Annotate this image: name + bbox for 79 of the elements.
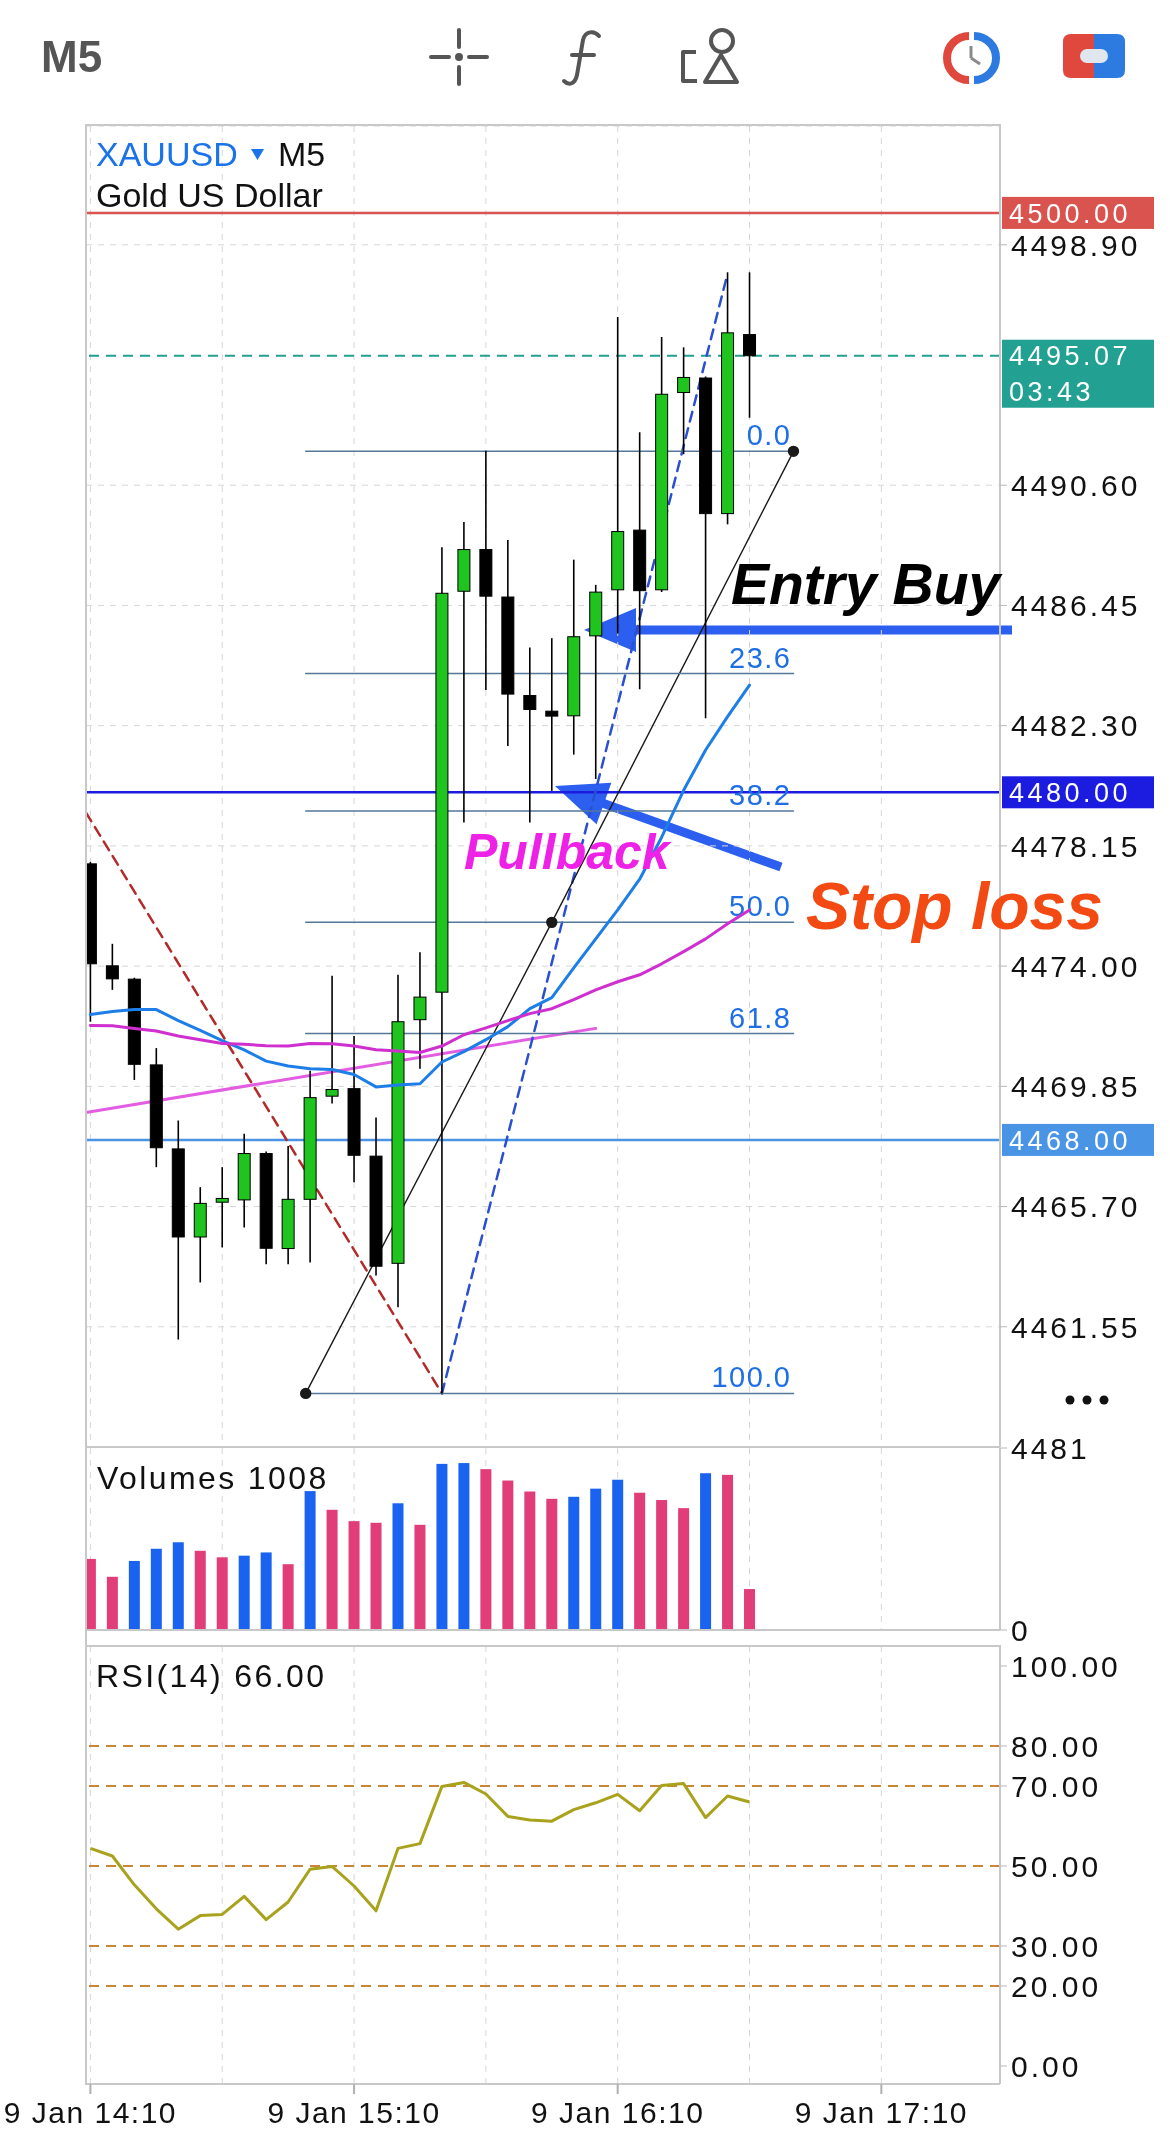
x-tick-label: 9 Jan 15:10 — [267, 2095, 441, 2129]
candlestick — [677, 346, 691, 456]
y-tick-label: 4490.60 — [1011, 469, 1141, 503]
chart-title: Volumes 1008 — [97, 1460, 329, 1496]
ref-line-label: 4495.07 03:43 — [1009, 341, 1132, 408]
y-tick-label: 4474.00 — [1011, 949, 1141, 983]
bar — [502, 1480, 514, 1630]
chart-title: XAUUSD — [96, 135, 238, 173]
text: M5 — [41, 32, 103, 81]
series-label: 23.6 — [729, 641, 792, 674]
series-label: 0.0 — [746, 419, 792, 452]
bar — [480, 1469, 492, 1630]
candlestick — [743, 271, 757, 419]
y-tick-label: 4478.15 — [1011, 829, 1141, 863]
y-tick-label: 4498.90 — [1011, 228, 1141, 262]
bar — [722, 1474, 734, 1630]
line-series — [88, 1780, 752, 1931]
bar — [392, 1503, 404, 1630]
bar — [348, 1521, 360, 1630]
bar — [612, 1479, 624, 1630]
ref-line-label: 4468.00 — [1009, 1125, 1132, 1156]
y-tick-label: 4469.85 — [1011, 1070, 1141, 1104]
series-label: 50.0 — [729, 890, 792, 923]
candlestick — [545, 637, 559, 792]
y-tick-label: 20.00 — [1011, 1969, 1102, 2003]
bar — [634, 1492, 646, 1630]
y-tick-label: 4461.55 — [1011, 1310, 1141, 1344]
y-tick-label: 30.00 — [1011, 1929, 1102, 1963]
y-tick-label: 0.00 — [1011, 2049, 1082, 2083]
series-label: 61.8 — [729, 1001, 792, 1034]
bar — [700, 1473, 712, 1630]
bar — [678, 1508, 690, 1630]
ref-line-label: 4500.00 — [1009, 198, 1132, 229]
bar — [546, 1498, 558, 1630]
bar — [260, 1552, 272, 1630]
bar — [128, 1560, 140, 1630]
x-tick-label: 9 Jan 16:10 — [531, 2095, 705, 2129]
bar — [524, 1491, 536, 1630]
bar — [656, 1500, 668, 1630]
y-tick-label: 4481 — [1011, 1431, 1090, 1465]
bar — [106, 1576, 118, 1630]
y-tick-label: 4465.70 — [1011, 1190, 1141, 1224]
bar — [304, 1491, 316, 1630]
bar — [414, 1524, 426, 1630]
bar — [744, 1589, 756, 1630]
bar — [194, 1550, 206, 1630]
x-tick-label: 9 Jan 17:10 — [794, 2095, 968, 2129]
candlestick — [523, 646, 537, 824]
bar — [568, 1496, 580, 1630]
bar — [172, 1542, 184, 1630]
y-tick-label: 50.00 — [1011, 1849, 1102, 1883]
bar — [238, 1555, 250, 1630]
y-tick-label: 70.00 — [1011, 1769, 1102, 1803]
x-tick-label: 9 Jan 14:10 — [3, 2095, 178, 2129]
ref-line-label: 4480.00 — [1009, 778, 1132, 809]
annotation: M5 — [278, 135, 326, 173]
chart-title: RSI(14) 66.00 — [96, 1658, 327, 1694]
candlestick — [413, 951, 427, 1070]
bar — [326, 1509, 338, 1630]
candlestick — [215, 1166, 229, 1249]
candlestick — [105, 943, 119, 991]
bar — [86, 1558, 96, 1630]
text: Gold US Dollar — [96, 176, 323, 214]
annotation: Entry Buy — [731, 551, 1001, 616]
bar — [282, 1564, 294, 1630]
candlestick — [325, 974, 339, 1105]
bar — [370, 1522, 382, 1630]
y-tick-label: 4482.30 — [1011, 709, 1141, 743]
y-tick-label: 4486.45 — [1011, 589, 1141, 623]
bar — [590, 1488, 602, 1630]
y-tick-label: 0 — [1011, 1613, 1031, 1647]
y-tick-label: 100.00 — [1011, 1649, 1121, 1683]
bar — [458, 1463, 470, 1630]
bar — [150, 1548, 162, 1630]
y-tick-label: 80.00 — [1011, 1729, 1102, 1763]
bar — [436, 1463, 448, 1630]
annotation: Stop loss — [806, 869, 1104, 943]
series-label: 100.0 — [711, 1361, 792, 1394]
bar — [216, 1557, 228, 1630]
